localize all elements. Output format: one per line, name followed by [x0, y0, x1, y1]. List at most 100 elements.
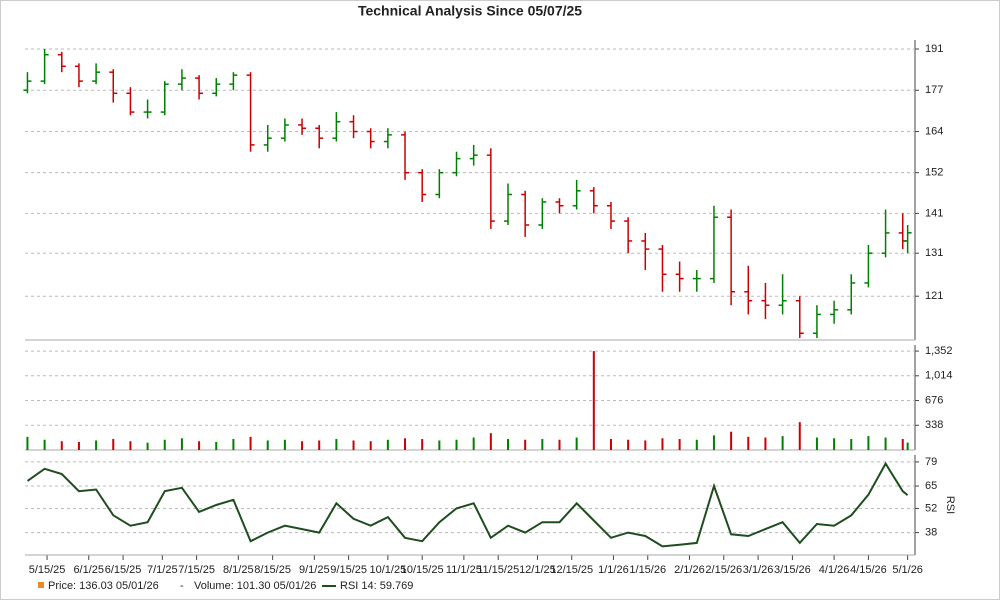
volume-bar	[833, 438, 836, 450]
volume-bar	[43, 439, 46, 450]
volume-bar	[283, 439, 286, 450]
x-tick-label: 2/1/26	[674, 564, 705, 576]
volume-bar	[906, 442, 909, 450]
volume-bar	[575, 437, 578, 450]
legend-label: Price: 136.03 05/01/26	[48, 580, 159, 592]
x-tick-label: 8/15/25	[254, 564, 291, 576]
volume-bar	[129, 441, 132, 450]
y-tick-label: 177	[925, 84, 943, 96]
rsi-line	[26, 461, 909, 548]
y-tick-label: 338	[925, 419, 943, 431]
legend-marker: -	[180, 580, 184, 592]
volume-bar	[95, 440, 98, 450]
volume-bar	[198, 441, 201, 450]
x-tick-label: 2/15/26	[705, 564, 742, 576]
x-tick-label: 3/1/26	[743, 564, 774, 576]
volume-bar	[764, 437, 767, 450]
x-tick-label: 5/15/25	[29, 564, 66, 576]
x-tick-label: 4/1/26	[819, 564, 850, 576]
y-tick-label: 121	[925, 290, 943, 302]
x-tick-label: 7/15/25	[178, 564, 215, 576]
y-tick-label: 38	[925, 526, 937, 538]
volume-bar	[232, 439, 235, 450]
x-tick-label: 9/1/25	[299, 564, 330, 576]
x-tick-label: 8/1/25	[223, 564, 254, 576]
x-tick-label: 10/15/25	[401, 564, 444, 576]
volume-bar	[661, 438, 664, 450]
volume-bar	[798, 422, 801, 450]
volume-bar	[609, 439, 612, 450]
volume-bar	[678, 439, 681, 450]
x-tick-label: 1/1/26	[598, 564, 629, 576]
volume-bar	[472, 437, 475, 450]
chart-title: Technical Analysis Since 05/07/25	[358, 3, 582, 19]
y-tick-label: 1,014	[925, 370, 953, 382]
volume-bar	[26, 436, 29, 450]
y-tick-label: 676	[925, 394, 943, 406]
y-tick-label: 141	[925, 207, 943, 219]
volume-bar	[592, 351, 595, 450]
volume-bar	[215, 441, 218, 450]
x-tick-label: 10/1/25	[370, 564, 407, 576]
x-tick-label: 3/15/26	[774, 564, 811, 576]
volume-bar	[712, 435, 715, 450]
volume-bar	[180, 438, 183, 450]
volume-bar	[352, 440, 355, 450]
volume-bar	[815, 437, 818, 450]
x-tick-label: 11/15/25	[477, 564, 519, 576]
volume-bar	[266, 440, 269, 450]
y-tick-label: 52	[925, 502, 937, 514]
x-tick-label: 9/15/25	[330, 564, 367, 576]
volume-bar	[627, 439, 630, 450]
legend-swatch	[38, 582, 44, 588]
x-tick-label: 6/1/25	[73, 564, 104, 576]
volume-bar	[421, 439, 424, 450]
volume-bar	[781, 436, 784, 450]
y-tick-label: 79	[925, 456, 937, 468]
volume-bar	[507, 439, 510, 450]
y-tick-label: 164	[925, 125, 943, 137]
volume-bar	[884, 437, 887, 450]
volume-bar	[163, 439, 166, 450]
volume-bar	[60, 441, 63, 450]
volume-bar	[730, 431, 733, 450]
volume-bar	[489, 433, 492, 450]
volume-bar	[112, 439, 115, 450]
x-tick-label: 5/1/26	[892, 564, 923, 576]
x-tick-label: 11/1/25	[446, 564, 482, 576]
volume-bar	[901, 439, 904, 450]
volume-bar	[369, 441, 372, 450]
volume-bar	[558, 439, 561, 450]
volume-bar	[335, 439, 338, 450]
volume-bar	[850, 439, 853, 450]
y-tick-label: 191	[925, 43, 943, 55]
x-tick-label: 6/15/25	[105, 564, 142, 576]
volume-bar	[249, 436, 252, 450]
legend-label: Volume: 101.30 05/01/26	[194, 580, 316, 592]
y-tick-label: 152	[925, 167, 943, 179]
volume-bar	[455, 439, 458, 450]
volume-bar	[146, 442, 149, 450]
volume-bar	[318, 440, 321, 450]
x-tick-label: 7/1/25	[147, 564, 178, 576]
y-tick-label: 1,352	[925, 345, 953, 357]
volume-bar	[541, 439, 544, 450]
y-tick-label: 131	[925, 247, 943, 259]
volume-bar	[386, 439, 389, 450]
volume-bar	[438, 440, 441, 450]
volume-bar	[77, 441, 80, 450]
x-tick-label: 12/1/25	[519, 564, 556, 576]
volume-bar	[644, 440, 647, 450]
volume-bar	[524, 439, 527, 450]
volume-bar	[695, 439, 698, 450]
volume-bar	[867, 436, 870, 450]
x-tick-label: 1/15/26	[629, 564, 666, 576]
volume-bar	[404, 438, 407, 450]
volume-bar	[747, 436, 750, 450]
volume-bar	[301, 441, 304, 450]
x-tick-label: 4/15/26	[850, 564, 887, 576]
y-tick-label: 65	[925, 480, 937, 492]
y-axis-label: RSI	[944, 496, 956, 514]
legend-label: RSI 14: 59.769	[340, 580, 413, 592]
